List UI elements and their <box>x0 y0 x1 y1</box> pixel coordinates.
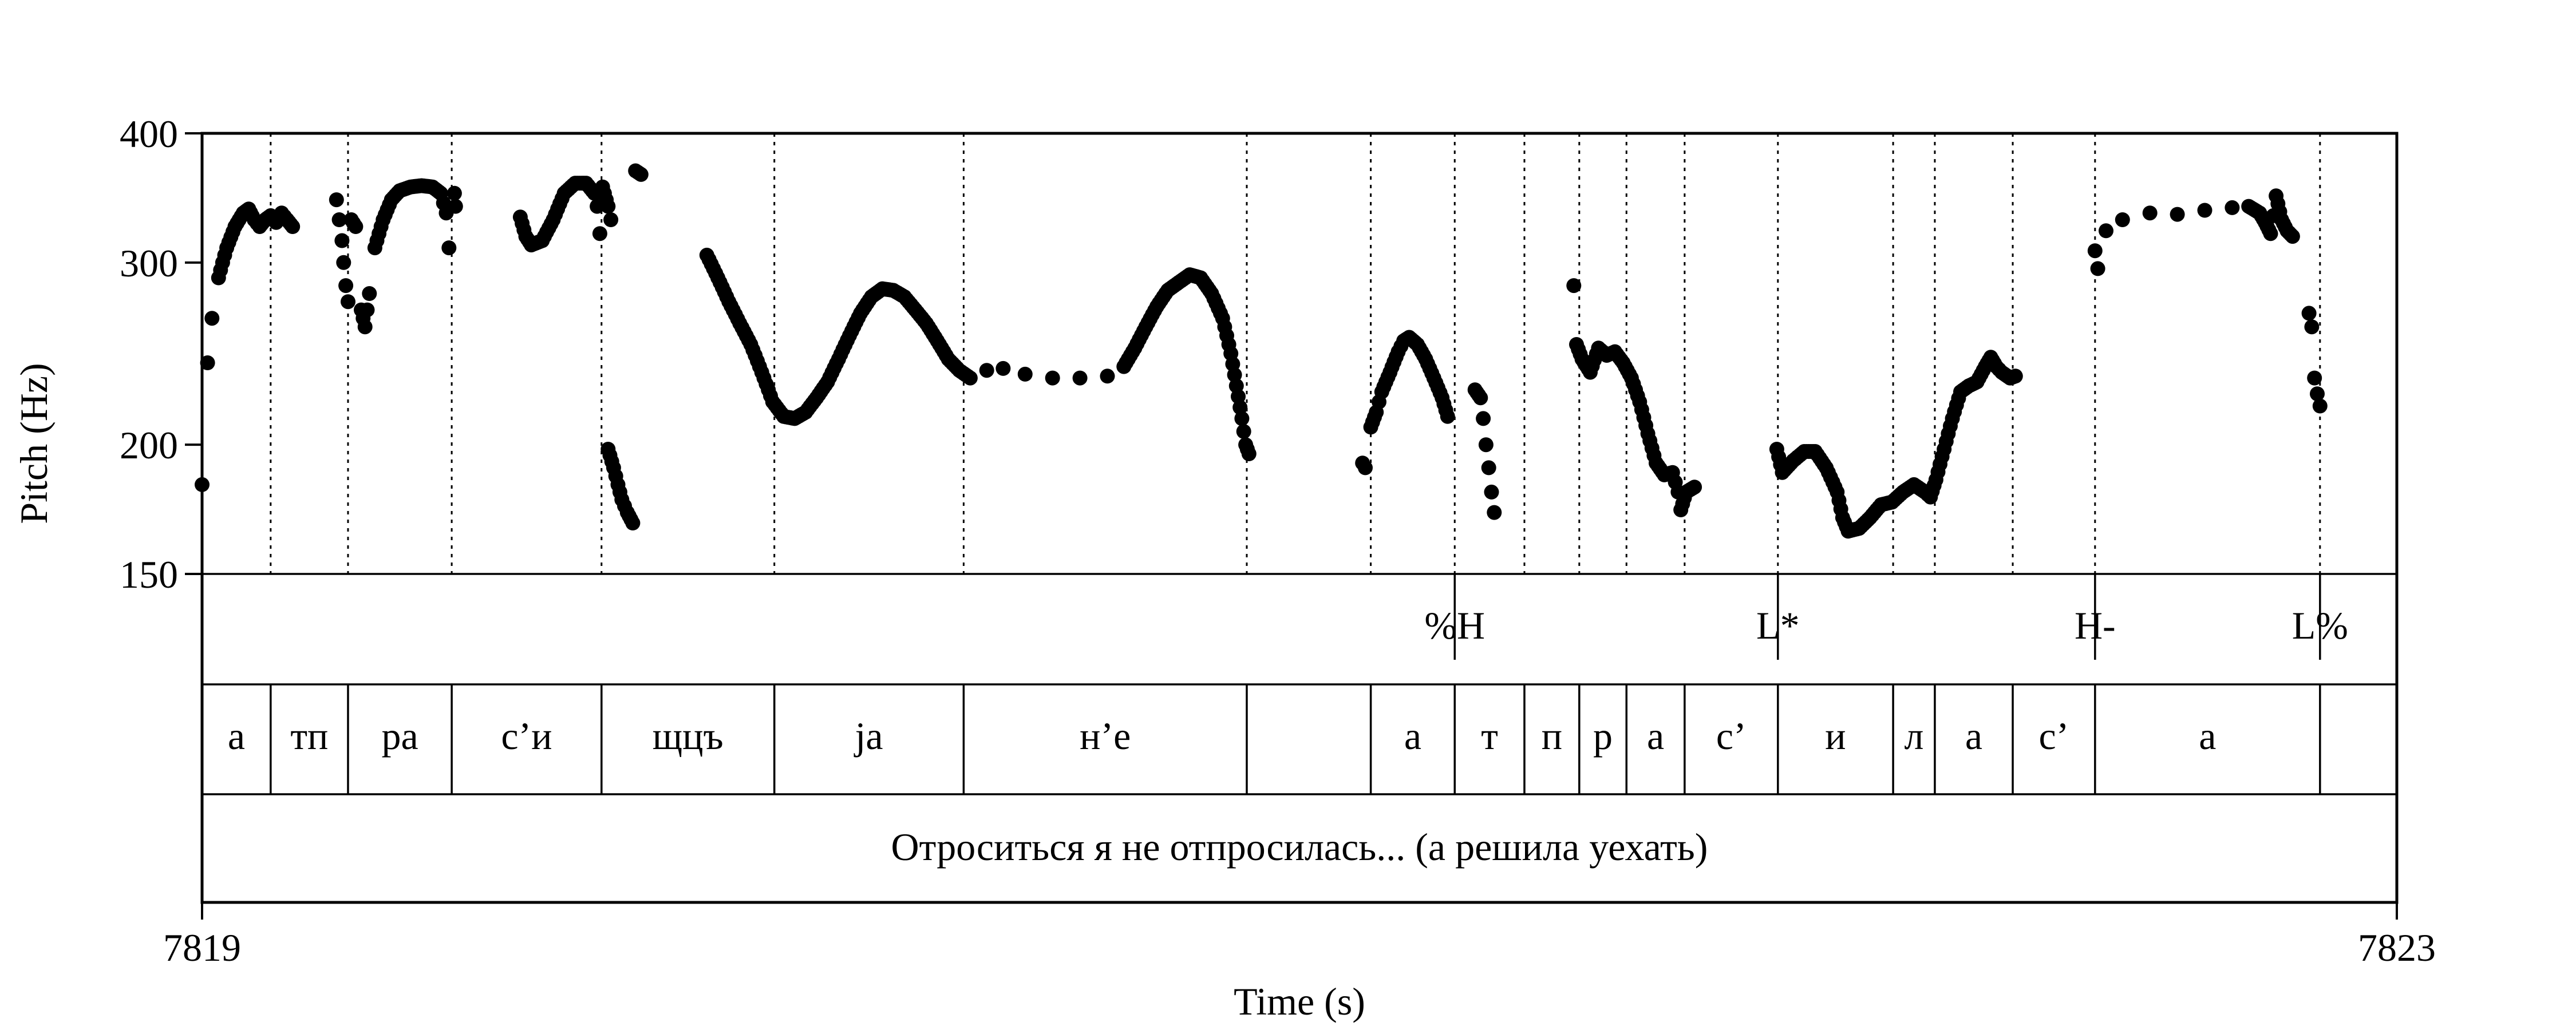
pitch-point <box>1478 437 1494 453</box>
pitch-point <box>1487 505 1502 520</box>
y-tick-label: 200 <box>120 423 178 467</box>
segment-label: и <box>1825 714 1846 758</box>
segment-label: тп <box>290 714 328 758</box>
pitch-point <box>1045 370 1060 386</box>
pitch-point <box>1234 411 1250 426</box>
pitch-point <box>1484 484 1499 500</box>
tone-label: %H <box>1424 604 1485 647</box>
annotation-tiers: %H L* H- L%а тп ра с’и щцъ ja н’е а т п р а с’ и л а с’ аОтр… <box>202 573 2397 869</box>
pitch-point <box>2225 200 2240 215</box>
tone-label: L% <box>2292 604 2348 647</box>
pitch-point <box>2307 370 2322 386</box>
segment-label: а <box>228 714 245 758</box>
pitch-point <box>329 192 344 208</box>
pitch-point <box>448 199 463 214</box>
y-tick-label: 300 <box>120 241 178 285</box>
pitch-point <box>2304 319 2320 335</box>
pitch-point <box>1241 446 1257 461</box>
pitch-point <box>2310 386 2325 402</box>
pitch-point <box>995 360 1011 376</box>
pitch-point <box>2008 369 2023 384</box>
pitch-point <box>2197 203 2212 218</box>
plot-frame <box>200 132 2399 904</box>
pitch-point <box>1358 460 1373 476</box>
y-axis-title: Pitch (Hz) <box>12 363 56 524</box>
segment-label: т <box>1481 714 1498 758</box>
segment-label: н’е <box>1080 714 1131 758</box>
sentence-label: Отроситься я не отпросилась... (а решила… <box>891 825 1708 869</box>
pitch-point <box>1236 424 1251 439</box>
pitch-points <box>195 163 2328 539</box>
pitch-point <box>331 212 347 227</box>
pitch-point <box>441 240 457 256</box>
pitch-point <box>1687 480 1702 495</box>
segment-label: ja <box>854 714 883 758</box>
x-tick-label: 7819 <box>163 926 241 969</box>
pitch-point <box>2115 212 2130 227</box>
pitch-point <box>285 219 301 234</box>
pitch-point <box>334 233 350 248</box>
pitch-point <box>362 286 377 301</box>
pitch-point <box>1566 278 1582 294</box>
segment-label: а <box>1965 714 1982 758</box>
pitch-point <box>359 302 375 318</box>
pitch-point <box>336 255 351 270</box>
pitch-point <box>1476 411 1491 426</box>
segment-label: с’ <box>1716 714 1747 758</box>
pitch-point <box>633 167 649 182</box>
pitch-point <box>2263 226 2278 241</box>
segment-label: л <box>1905 714 1924 758</box>
pitch-point <box>1440 409 1455 424</box>
pitch-point <box>603 212 619 227</box>
pitch-point <box>625 516 641 530</box>
pitch-point <box>2301 306 2317 321</box>
y-tick-label: 400 <box>120 112 178 156</box>
pitch-point <box>2099 223 2113 239</box>
pitch-point <box>357 319 373 335</box>
pitch-point <box>2285 229 2300 244</box>
pitch-point <box>447 185 462 201</box>
pitch-point <box>1481 460 1496 476</box>
pitch-point <box>600 199 616 214</box>
pitch-point <box>1473 390 1488 406</box>
segment-label: щцъ <box>653 714 724 758</box>
pitch-point <box>1072 370 1088 386</box>
pitch-point <box>2170 207 2185 222</box>
segment-label: а <box>1647 714 1664 758</box>
segment-label: с’ <box>2039 714 2069 758</box>
pitch-point <box>1232 399 1248 415</box>
pitch-point <box>1017 366 1033 382</box>
segment-label: п <box>1542 714 1562 758</box>
pitch-point <box>979 363 994 378</box>
pitch-point <box>341 294 355 310</box>
tone-label: H- <box>2075 604 2116 647</box>
pitch-point <box>592 226 607 241</box>
tone-label: L* <box>1756 604 1800 647</box>
segment-label: с’и <box>501 714 552 758</box>
pitch-point <box>2087 243 2103 259</box>
axes: 150 200 300 400 7819 7823 <box>120 112 2436 969</box>
segment-boundary-gridlines <box>270 133 2321 574</box>
x-axis-title: Time (s) <box>1234 980 1365 1023</box>
y-tick-label: 150 <box>120 553 178 596</box>
pitch-point <box>204 311 220 326</box>
pitch-point <box>2312 398 2328 414</box>
segment-label: а <box>1404 714 1421 758</box>
pitch-point <box>1100 369 1115 384</box>
pitch-point <box>348 219 364 234</box>
segment-label: а <box>2199 714 2216 758</box>
x-tick-label: 7823 <box>2358 926 2436 969</box>
pitch-point <box>2142 205 2158 221</box>
segment-label: ра <box>381 714 418 758</box>
pitch-point <box>962 370 978 386</box>
pitch-point <box>200 355 215 370</box>
pitch-point <box>2090 261 2105 276</box>
segment-label: р <box>1593 714 1613 758</box>
pitch-point <box>1227 367 1242 382</box>
pitch-point <box>338 278 354 294</box>
